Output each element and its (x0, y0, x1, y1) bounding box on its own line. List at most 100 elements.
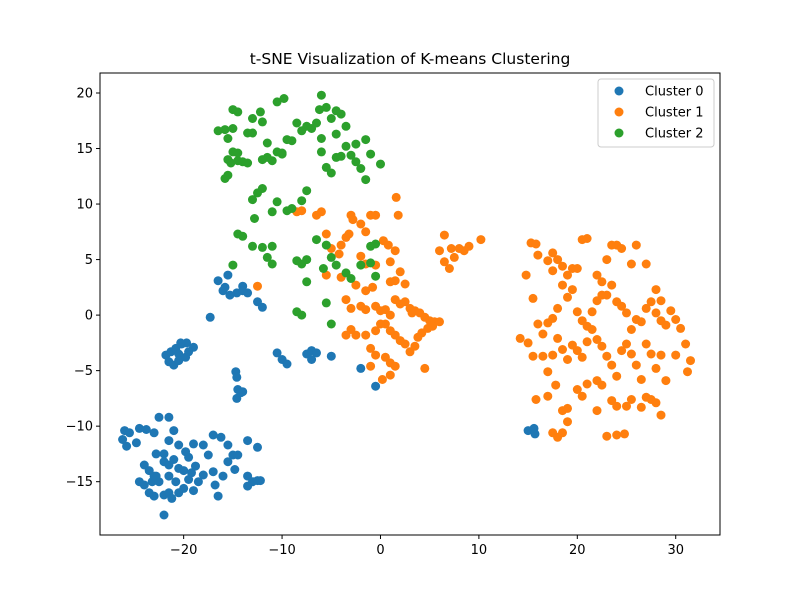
cluster-1-point (543, 367, 553, 377)
cluster-1-point (528, 293, 538, 303)
cluster-1-point (572, 264, 582, 273)
cluster-0-point (131, 438, 141, 448)
cluster-2-point (257, 117, 267, 127)
cluster-2-point (331, 129, 341, 139)
cluster-1-point (577, 352, 587, 362)
cluster-1-point (683, 367, 692, 377)
cluster-0-point (171, 477, 181, 487)
cluster-0-point (236, 388, 246, 398)
cluster-0-point (159, 510, 169, 520)
cluster-0-point (154, 412, 164, 422)
cluster-0-point (233, 450, 243, 460)
legend-marker-cluster-0 (614, 86, 624, 96)
cluster-1-point (582, 337, 592, 347)
cluster-1-point (253, 281, 262, 291)
cluster-1-point (607, 360, 617, 370)
cluster-2-point (267, 259, 277, 269)
cluster-0-point (282, 359, 292, 369)
cluster-2-point (292, 118, 302, 128)
cluster-1-point (671, 350, 681, 360)
cluster-1-point (572, 307, 582, 317)
cluster-1-point (356, 251, 366, 261)
cluster-1-point (656, 410, 666, 420)
cluster-1-point (444, 264, 454, 273)
cluster-1-point (321, 229, 331, 239)
cluster-1-point (439, 257, 449, 267)
cluster-1-point (336, 240, 346, 250)
cluster-1-point (376, 319, 385, 329)
cluster-2-point (302, 277, 312, 287)
cluster-1-point (371, 350, 381, 360)
cluster-1-point (385, 326, 395, 336)
cluster-1-point (563, 403, 572, 413)
cluster-2-point (356, 164, 366, 173)
cluster-0-point (371, 381, 381, 391)
cluster-1-point (602, 431, 612, 441)
cluster-2-point (302, 186, 312, 196)
cluster-2-point (331, 260, 341, 270)
y-tick-label: −15 (66, 475, 93, 490)
cluster-0-point (174, 488, 184, 498)
cluster-1-point (622, 308, 631, 318)
cluster-1-point (641, 339, 651, 349)
cluster-1-point (533, 319, 543, 329)
cluster-2-point (262, 152, 272, 162)
cluster-2-point (371, 271, 381, 281)
cluster-2-point (321, 298, 331, 308)
cluster-2-point (351, 157, 361, 167)
cluster-1-point (612, 371, 622, 381)
cluster-1-point (626, 325, 636, 334)
cluster-0-point (125, 428, 134, 438)
y-tick-label: −5 (74, 364, 93, 379)
cluster-2-point (228, 260, 238, 270)
cluster-1-point (548, 266, 558, 276)
cluster-1-point (341, 330, 351, 340)
cluster-0-point (181, 352, 191, 362)
cluster-1-point (476, 235, 486, 245)
cluster-2-point (257, 242, 267, 252)
cluster-0-point (253, 442, 262, 452)
cluster-1-point (567, 285, 577, 295)
cluster-0-point (312, 348, 321, 358)
cluster-1-point (626, 395, 636, 404)
cluster-1-point (553, 333, 563, 343)
cluster-0-point (174, 440, 184, 450)
cluster-0-point (118, 435, 128, 444)
cluster-1-point (420, 363, 430, 373)
cluster-1-point (531, 395, 541, 404)
cluster-0-point (167, 493, 177, 503)
cluster-0-point (213, 491, 223, 501)
cluster-2-point (297, 310, 307, 320)
cluster-2-point (226, 158, 236, 168)
cluster-2-point (267, 207, 277, 217)
cluster-2-point (248, 114, 257, 123)
cluster-0-point (208, 430, 218, 440)
cluster-0-point (225, 290, 235, 300)
cluster-1-point (341, 295, 351, 305)
cluster-0-point (255, 476, 265, 486)
cluster-1-point (651, 398, 661, 408)
cluster-0-point (164, 471, 174, 481)
cluster-0-point (210, 480, 220, 490)
x-axis: −20 −10 0 10 20 30 (170, 535, 684, 558)
cluster-1-point (533, 250, 543, 260)
cluster-1-point (553, 303, 563, 313)
cluster-1-point (577, 391, 587, 401)
cluster-0-point (169, 455, 179, 464)
cluster-1-point (464, 241, 474, 251)
cluster-0-point (193, 477, 203, 487)
cluster-2-point (326, 114, 336, 123)
cluster-0-point (356, 363, 366, 373)
cluster-1-point (671, 315, 681, 324)
cluster-2-point (233, 148, 243, 158)
cluster-0-point (151, 449, 161, 459)
cluster-0-point (223, 440, 233, 450)
cluster-0-point (272, 348, 282, 358)
cluster-2-point (220, 174, 230, 183)
cluster-1-point (446, 244, 456, 253)
cluster-2-point (272, 197, 282, 207)
cluster-1-point (361, 330, 371, 340)
x-tick-label: −20 (170, 543, 197, 558)
cluster-1-point (646, 349, 656, 359)
cluster-1-point (558, 280, 567, 290)
